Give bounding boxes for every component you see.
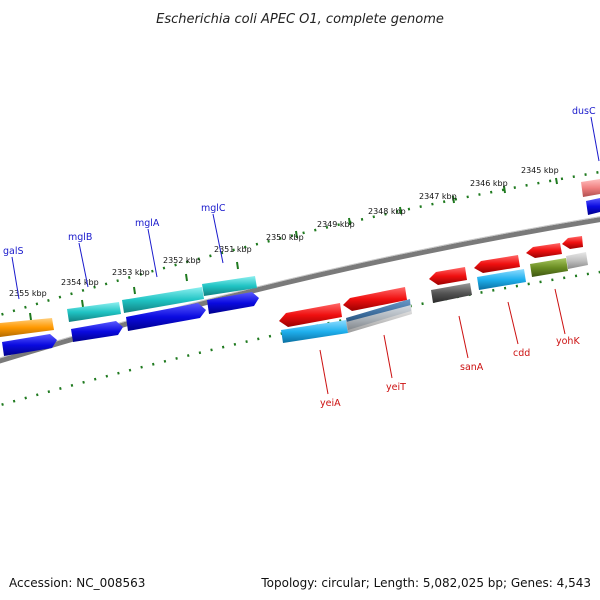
feature-galS-cds[interactable] <box>0 318 54 337</box>
gene-label-galS[interactable]: galS <box>3 246 24 257</box>
tick-label-2351: 2351 kbp <box>214 245 252 254</box>
leader-mglB <box>78 242 89 288</box>
leader-cdd <box>507 301 519 345</box>
feature-yeiA-cds[interactable] <box>281 320 348 343</box>
gene-label-yeiA[interactable]: yeiA <box>320 398 341 409</box>
gene-label-mglA[interactable]: mglA <box>135 218 160 229</box>
leader-sanA <box>458 315 469 359</box>
feature-mglB-gene[interactable] <box>71 321 123 342</box>
gene-label-yeiT[interactable]: yeiT <box>386 382 406 393</box>
reverse-strand-features <box>279 236 588 343</box>
leader-mglC <box>212 213 224 264</box>
feature-mglA-cds[interactable] <box>122 287 204 313</box>
tick-labels: 2345 kbp 2346 kbp 2347 kbp 2348 kbp 2349… <box>9 166 559 298</box>
tick-label-2349: 2349 kbp <box>317 220 355 229</box>
tick-label-2350: 2350 kbp <box>266 233 304 242</box>
leader-galS <box>11 256 20 300</box>
gene-label-mglC[interactable]: mglC <box>201 203 226 214</box>
leader-mglA <box>147 228 158 278</box>
reverse-gene-labels: yohK cdd sanA yeiT yeiA <box>320 336 580 409</box>
genome-summary-text: Topology: circular; Length: 5,082,025 bp… <box>260 576 591 590</box>
tick-label-2345: 2345 kbp <box>521 166 559 175</box>
tick-label-2353: 2353 kbp <box>112 268 150 277</box>
feature-yeiT-cds-overlay[interactable] <box>346 305 412 333</box>
feature-cdd-cds[interactable] <box>477 269 526 290</box>
map-title: Escherichia coli APEC O1, complete genom… <box>156 12 444 27</box>
leader-yeiT <box>383 334 393 379</box>
feature-sanA-cds[interactable] <box>431 283 472 303</box>
gene-label-mglB[interactable]: mglB <box>68 232 92 243</box>
feature-mglA-gene[interactable] <box>126 303 206 331</box>
feature-dusC-gene[interactable] <box>586 198 600 215</box>
feature-mglC-gene[interactable] <box>207 292 259 314</box>
outer-tick-ring <box>0 170 600 317</box>
tick-label-2355: 2355 kbp <box>9 289 47 298</box>
feature-dusC-cds[interactable] <box>581 179 600 197</box>
gene-label-yohK[interactable]: yohK <box>556 336 580 347</box>
feature-cdd-gene[interactable] <box>474 255 520 273</box>
feature-mglC-cds[interactable] <box>202 276 257 296</box>
accession-text: Accession: NC_008563 <box>9 576 145 590</box>
major-ticks <box>29 177 558 321</box>
feature-yohK-neighbor-gene[interactable] <box>562 236 583 249</box>
feature-yeiA-gene[interactable] <box>279 303 342 327</box>
tick-label-2352: 2352 kbp <box>163 256 201 265</box>
leader-yohK <box>554 288 566 335</box>
feature-yohK-cds[interactable] <box>530 258 568 277</box>
tick-label-2347: 2347 kbp <box>419 192 457 201</box>
leader-yeiA <box>319 349 329 395</box>
label-leaders <box>11 116 600 395</box>
feature-yeiT-gene[interactable] <box>343 287 407 311</box>
feature-galS-gene[interactable] <box>2 334 57 356</box>
feature-mglB-cds[interactable] <box>67 302 121 322</box>
gene-label-cdd[interactable]: cdd <box>513 348 530 359</box>
tick-label-2354: 2354 kbp <box>61 278 99 287</box>
feature-yohK-cds-tail[interactable] <box>566 252 588 269</box>
tick-label-2348: 2348 kbp <box>368 207 406 216</box>
gene-label-dusC[interactable]: dusC <box>572 106 596 117</box>
forward-gene-labels: dusC mglC mglA mglB galS <box>3 106 596 257</box>
tick-label-2346: 2346 kbp <box>470 179 508 188</box>
forward-strand-features <box>0 179 600 356</box>
feature-sanA-gene[interactable] <box>429 267 467 285</box>
leader-dusC <box>590 116 600 162</box>
feature-yohK-gene[interactable] <box>526 243 562 258</box>
gene-label-sanA[interactable]: sanA <box>460 362 484 373</box>
